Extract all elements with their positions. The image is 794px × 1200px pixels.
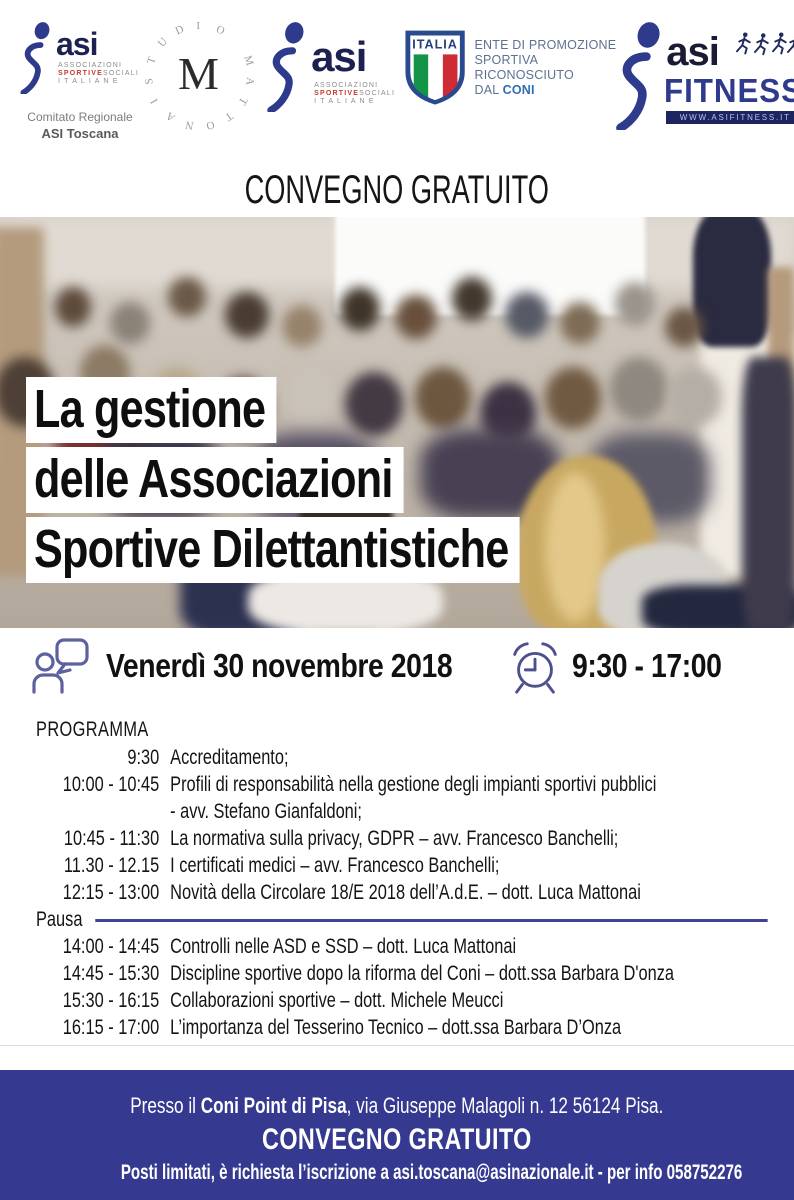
- program-row: 10:45 - 11:30 La normativa sulla privacy…: [36, 825, 775, 852]
- asi-nazionale-logo: asi ASSOCIAZIONI SPORTIVESOCIALI I T A L…: [267, 22, 402, 142]
- footer-band: Presso il Coni Point di Pisa, via Giusep…: [0, 1070, 794, 1200]
- program-time: 14:00 - 14:45: [62, 935, 160, 958]
- program-section: PROGRAMMA 9:30 Accreditamento; 10:00 - 1…: [36, 704, 775, 1041]
- program-time: 12:15 - 13:00: [62, 881, 160, 904]
- person-chat-icon: [32, 638, 89, 694]
- program-row: 10:00 - 10:45 Profili di responsabilità …: [36, 771, 775, 798]
- audience-head: [282, 305, 322, 347]
- program-desc: Discipline sportive dopo la riforma del …: [170, 962, 675, 985]
- asi-subtext: ASSOCIAZIONI SPORTIVESOCIALI I T A L I A…: [58, 62, 140, 85]
- program-desc: Novità della Circolare 18/E 2018 dell’A.…: [170, 881, 641, 904]
- program-row: 14:45 - 15:30 Discipline sportive dopo l…: [36, 960, 775, 987]
- asi-wordmark: asi: [56, 26, 98, 62]
- asi-swoosh-icon: [616, 22, 660, 130]
- asi-toscana-label: ASI Toscana: [41, 126, 119, 141]
- coni-logo: ITALIA ENTE DI PROMOZIONE SPORTIVA RICON…: [404, 26, 616, 146]
- asi-subtext: ASSOCIAZIONI SPORTIVESOCIALI I T A L I A…: [314, 82, 396, 105]
- program-time: 10:00 - 10:45: [62, 773, 160, 796]
- audience-head: [345, 372, 403, 436]
- coni-shield-icon: ITALIA: [405, 30, 466, 105]
- coni-caption: ENTE DI PROMOZIONE SPORTIVA RICONOSCIUTO…: [474, 38, 617, 97]
- program-row: 16:15 - 17:00 L’importanza del Tesserino…: [36, 1014, 775, 1041]
- audience-head: [285, 367, 337, 425]
- audience-head: [665, 307, 703, 347]
- program-desc: Profili di responsabilità nella gestione…: [170, 773, 657, 796]
- audience-head: [505, 292, 549, 338]
- runners-icon: [736, 32, 794, 56]
- program-row: 11.30 - 12.15 I certificati medici – avv…: [36, 852, 775, 879]
- pausa-label: Pausa: [36, 908, 83, 931]
- right-suit-figure: [742, 357, 794, 628]
- footer-registration-line: Posti limitati, è richiesta l’iscrizione…: [120, 1161, 743, 1184]
- program-time: 11.30 - 12.15: [63, 854, 160, 877]
- program-desc-speaker: - avv. Stefano Gianfaldoni;: [170, 800, 362, 823]
- program-time: 16:15 - 17:00: [62, 1016, 160, 1039]
- audience-head: [560, 302, 600, 344]
- audience-head: [668, 367, 722, 427]
- asi-wordmark: asi: [666, 30, 720, 74]
- fitness-website: WWW.ASIFITNESS.IT: [666, 110, 794, 124]
- audience-head: [168, 277, 206, 317]
- footer-venue-line: Presso il Coni Point di Pisa, via Giusep…: [130, 1093, 664, 1118]
- audience-head: [415, 367, 471, 429]
- headline-line-1: La gestione: [26, 377, 277, 443]
- asi-toscana-logo: asi ASSOCIAZIONI SPORTIVESOCIALI I T A L…: [20, 14, 138, 164]
- program-time: 14:45 - 15:30: [62, 962, 160, 985]
- blonde-highlight: [545, 472, 605, 622]
- hero-photo: La gestione delle Associazioni Sportive …: [0, 217, 794, 628]
- program-heading: PROGRAMMA: [36, 718, 149, 741]
- program-row: 15:30 - 16:15 Collaborazioni sportive – …: [36, 987, 775, 1014]
- venue-name: Coni Point di Pisa: [200, 1093, 347, 1118]
- program-desc: I certificati medici – avv. Francesco Ba…: [170, 854, 500, 877]
- program-desc: La normativa sulla privacy, GDPR – avv. …: [170, 827, 619, 850]
- page-title: CONVEGNO GRATUITO: [244, 168, 550, 212]
- program-time: 10:45 - 11:30: [63, 827, 160, 850]
- event-row: Venerdì 30 novembre 2018 9:30 - 17:00: [0, 628, 794, 704]
- footer-top-hairline: [0, 1045, 794, 1046]
- audience-head: [545, 367, 601, 429]
- alarm-clock-icon: [513, 642, 557, 694]
- program-row: 14:00 - 14:45 Controlli nelle ASD e SSD …: [36, 933, 775, 960]
- pausa-divider: Pausa: [36, 906, 775, 933]
- program-time: 9:30: [127, 746, 160, 769]
- program-row: 9:30 Accreditamento;: [36, 744, 775, 771]
- program-desc: Accreditamento;: [170, 746, 289, 769]
- program-desc: Collaborazioni sportive – dott. Michele …: [170, 989, 504, 1012]
- program-desc: Controlli nelle ASD e SSD – dott. Luca M…: [170, 935, 517, 958]
- audience-head: [340, 287, 380, 331]
- program-time: 15:30 - 16:15: [62, 989, 160, 1012]
- headline-line-3: Sportive Dilettantistiche: [26, 517, 520, 583]
- comitato-regionale-label: Comitato Regionale: [27, 110, 133, 124]
- audience-head: [610, 357, 668, 421]
- audience-head: [615, 282, 655, 326]
- audience-head: [225, 292, 269, 338]
- asi-swoosh-icon: [267, 22, 304, 112]
- asi-fitness-logo: asi FITNESS WWW.ASIFITNESS.IT: [616, 22, 794, 144]
- program-row-continuation: - avv. Stefano Gianfaldoni;: [36, 798, 775, 825]
- asi-swoosh-icon: [20, 22, 50, 94]
- event-time: 9:30 - 17:00: [572, 647, 722, 684]
- presenter: [693, 217, 771, 347]
- audience-head: [55, 287, 91, 327]
- program-desc: L’importanza del Tesserino Tecnico – dot…: [170, 1016, 622, 1039]
- header-logos: asi ASSOCIAZIONI SPORTIVESOCIALI I T A L…: [0, 0, 794, 165]
- audience-head: [395, 295, 437, 339]
- svg-text:ITALIA: ITALIA: [413, 38, 459, 52]
- mattonai-monogram: M: [177, 48, 219, 99]
- program-row: 12:15 - 13:00 Novità della Circolare 18/…: [36, 879, 775, 906]
- footer-free-conference-label: CONVEGNO GRATUITO: [262, 1123, 532, 1156]
- asi-wordmark: asi: [311, 33, 367, 80]
- event-date: Venerdì 30 novembre 2018: [106, 647, 453, 684]
- fitness-wordmark: FITNESS: [664, 72, 794, 109]
- pausa-line: [94, 919, 768, 922]
- audience-head: [110, 302, 150, 344]
- headline-line-2: delle Associazioni: [26, 447, 404, 513]
- audience-head: [452, 277, 492, 321]
